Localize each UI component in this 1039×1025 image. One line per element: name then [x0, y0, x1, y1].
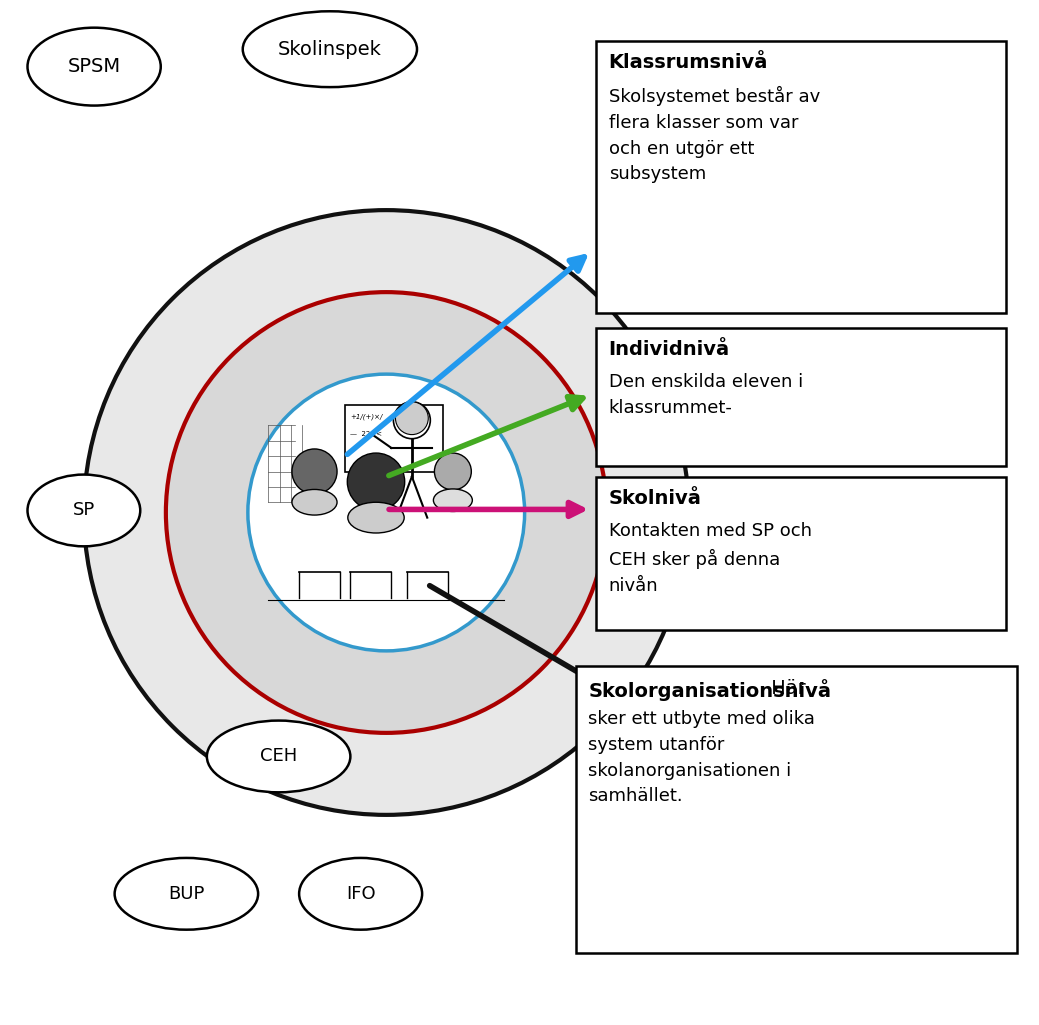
Circle shape [84, 210, 689, 815]
Text: sker ett utbyte med olika
system utanför
skolanorganisationen i
samhället.: sker ett utbyte med olika system utanför… [588, 710, 815, 806]
Bar [345, 405, 443, 472]
Circle shape [394, 402, 430, 439]
Text: SP: SP [73, 501, 95, 520]
Text: IFO: IFO [346, 885, 375, 903]
Ellipse shape [27, 475, 140, 546]
Ellipse shape [433, 489, 473, 511]
Ellipse shape [243, 11, 417, 87]
Ellipse shape [292, 490, 337, 515]
Text: +1/(+)×/: +1/(+)×/ [350, 413, 382, 419]
Text: Skolinspek: Skolinspek [278, 40, 381, 58]
Ellipse shape [207, 721, 350, 792]
Bar [576, 666, 1016, 953]
Text: CEH: CEH [260, 747, 297, 766]
Text: Den enskilda eleven i
klassrummet-: Den enskilda eleven i klassrummet- [609, 373, 803, 417]
Circle shape [292, 449, 337, 494]
Text: Klassrumsnivå: Klassrumsnivå [609, 53, 768, 73]
Text: —  22×<: — 22×< [350, 430, 382, 437]
Text: Individnivå: Individnivå [609, 340, 729, 360]
Circle shape [434, 453, 472, 490]
Bar [596, 477, 1007, 630]
Circle shape [396, 402, 428, 435]
Text: Kontakten med SP och
CEH sker på denna
nivån: Kontakten med SP och CEH sker på denna n… [609, 522, 811, 594]
Ellipse shape [299, 858, 422, 930]
Circle shape [347, 453, 405, 510]
Bar [596, 41, 1007, 313]
Text: Skolorganisationsnivå: Skolorganisationsnivå [588, 679, 831, 700]
Text: Här: Här [765, 679, 805, 698]
Bar [596, 328, 1007, 466]
Ellipse shape [114, 858, 258, 930]
Ellipse shape [348, 502, 404, 533]
Circle shape [248, 374, 525, 651]
Circle shape [166, 292, 607, 733]
Text: Skolnivå: Skolnivå [609, 489, 701, 508]
Text: BUP: BUP [168, 885, 205, 903]
Ellipse shape [27, 28, 161, 106]
Text: SPSM: SPSM [68, 57, 121, 76]
Text: Skolsystemet består av
flera klasser som var
och en utgör ett
subsystem: Skolsystemet består av flera klasser som… [609, 86, 820, 183]
